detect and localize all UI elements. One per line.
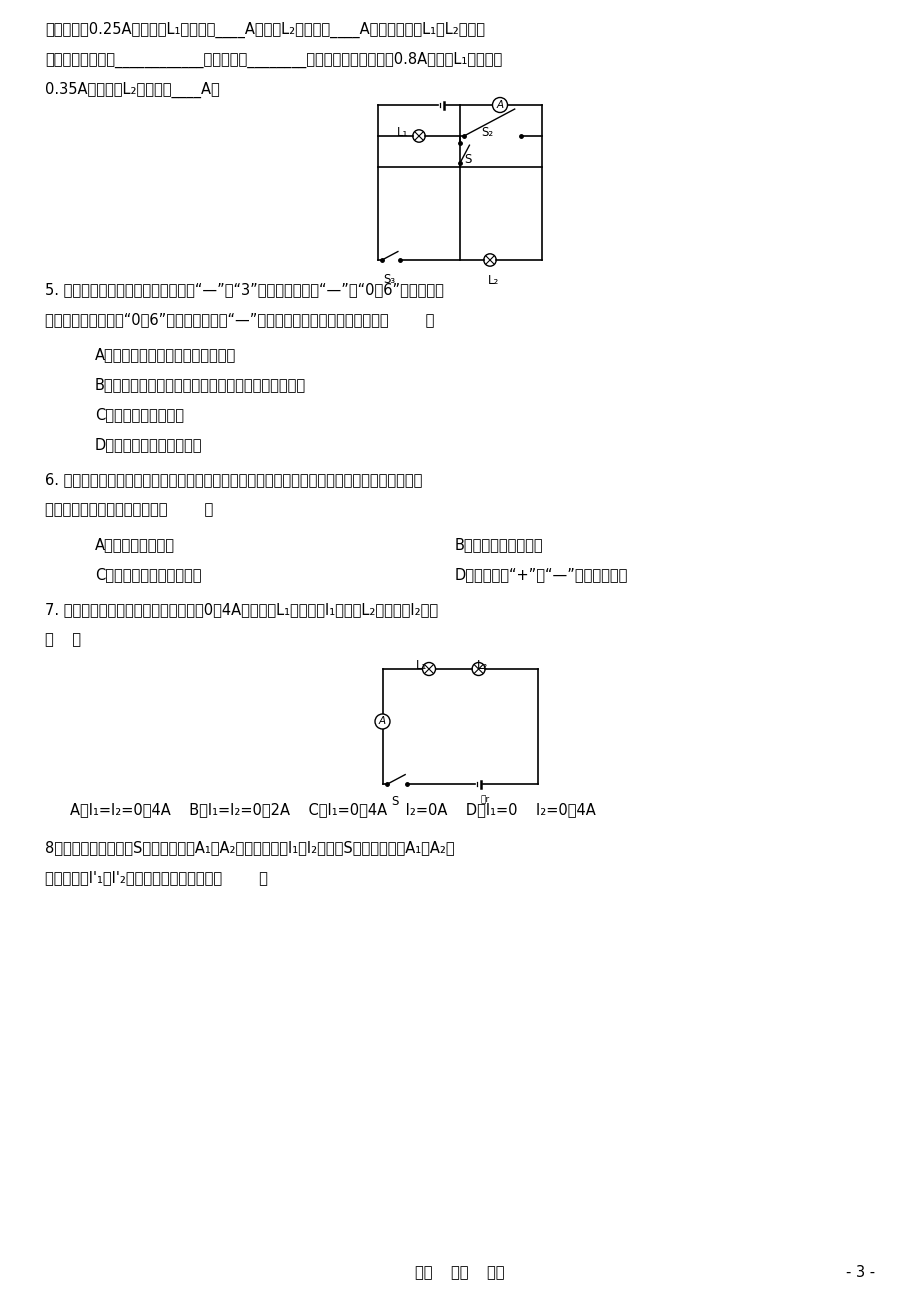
Text: D．电流表的“+”、“—”接线柱接反了: D．电流表的“+”、“—”接线柱接反了 (455, 567, 628, 582)
Text: 8．如图所示，当开关S断开时电流表A₁、A₂的示数分别为I₁、I₂，开关S闭合时电流表A₁、A₂的: 8．如图所示，当开关S断开时电流表A₁、A₂的示数分别为I₁、I₂，开关S闭合时… (45, 840, 454, 855)
Text: L₁: L₁ (415, 659, 427, 672)
Text: 示数分别为I'₁、I'₂，则下列各式正确的是（        ）: 示数分别为I'₁、I'₂，则下列各式正确的是（ ） (45, 870, 267, 885)
Text: C．电流表的指针不动: C．电流表的指针不动 (95, 407, 184, 422)
Text: 联，则应闭合开关____________，断开开关________，如果电流表的示数为0.8A，通过L₁的电流为: 联，则应闭合开关____________，断开开关________，如果电流表的… (45, 52, 502, 68)
Text: 表的示数为0.25A，则通过L₁的电流为____A，通过L₂的电流为____A；如果要使灯L₁、L₂构成并: 表的示数为0.25A，则通过L₁的电流为____A，通过L₂的电流为____A；… (45, 22, 484, 38)
Text: S₂: S₂ (481, 126, 493, 139)
Text: S: S (391, 796, 399, 809)
Text: A: A (379, 716, 386, 725)
Text: A: A (496, 100, 503, 109)
Text: S: S (463, 153, 471, 166)
Text: B．电流表的指针转过的角度变大了，电流表可能烧坏: B．电流表的指针转过的角度变大了，电流表可能烧坏 (95, 377, 306, 393)
Text: 电路，而电流还是从“0．6”接线柱流入，从“—”接线柱流出。这样做的结果将是（        ）: 电路，而电流还是从“0．6”接线柱流入，从“—”接线柱流出。这样做的结果将是（ … (45, 312, 434, 328)
Text: 说明她的电路出现了什么故障（        ）: 说明她的电路出现了什么故障（ ） (45, 502, 213, 517)
Text: L₂: L₂ (487, 274, 499, 287)
Circle shape (492, 98, 507, 113)
Circle shape (375, 714, 390, 729)
Text: 囮r: 囮r (480, 796, 489, 803)
Text: 用心    爱心    专心: 用心 爱心 专心 (414, 1265, 505, 1280)
Text: （    ）: （ ） (45, 632, 81, 647)
Text: A．I₁=I₂=0．4A    B．I₁=I₂=0．2A    C．I₁=0．4A    I₂=0A    D．I₁=0    I₂=0．4A: A．I₁=I₂=0．4A B．I₁=I₂=0．2A C．I₁=0．4A I₂=0… (70, 802, 596, 816)
Text: L₂: L₂ (476, 659, 487, 672)
Text: A．电路中电流太大: A．电路中电流太大 (95, 537, 175, 552)
Text: 0.35A，则通过L₂的电流为____A。: 0.35A，则通过L₂的电流为____A。 (45, 82, 220, 99)
Text: L₁: L₁ (397, 126, 408, 139)
Text: 5. 小明同学使用电流表时，本应使用“—”和“3”接线柱，但误将“—”和“0．6”接线柱接入: 5. 小明同学使用电流表时，本应使用“—”和“3”接线柱，但误将“—”和“0．6… (45, 282, 443, 296)
Text: A．电流表的指针转过的角度变小了: A．电流表的指针转过的角度变小了 (95, 347, 236, 361)
Text: - 3 -: - 3 - (845, 1265, 874, 1280)
Text: C．电流表直接接在电源上: C．电流表直接接在电源上 (95, 567, 201, 582)
Text: B．电路中的电流太小: B．电路中的电流太小 (455, 537, 543, 552)
Text: D．电流表的指针反向偏转: D．电流表的指针反向偏转 (95, 437, 202, 452)
Text: 6. 小芳同学在用电流表测电流时，发现把开关闭合时，电流表的指针向没有刻度的一侧偏转，这: 6. 小芳同学在用电流表测电流时，发现把开关闭合时，电流表的指针向没有刻度的一侧… (45, 472, 422, 488)
Text: 7. 如图所示，开关闭合时电流表示数为0．4A，若通过L₁的电流为I₁，通过L₂的电流为I₂，则: 7. 如图所示，开关闭合时电流表示数为0．4A，若通过L₁的电流为I₁，通过L₂… (45, 602, 437, 617)
Text: S₃: S₃ (382, 273, 394, 286)
